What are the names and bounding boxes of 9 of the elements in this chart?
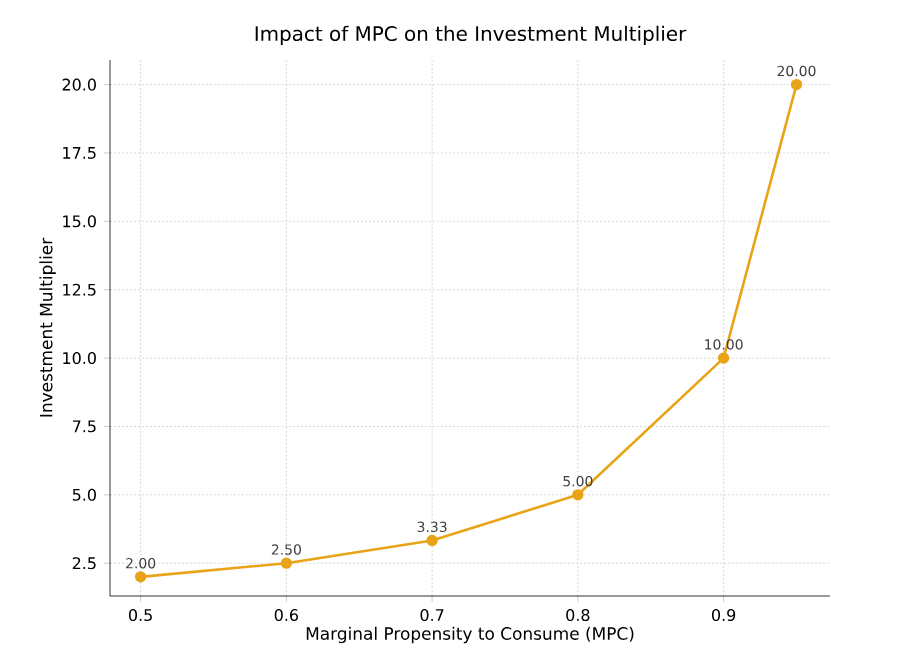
point: [572, 489, 584, 501]
y-axis-title: Investment Multiplier: [39, 237, 56, 417]
point: [280, 557, 293, 569]
x-axis-title: Marginal Propensity to Consume (MPC): [306, 626, 634, 644]
point: [717, 352, 730, 364]
point: [790, 78, 803, 91]
point: [134, 571, 147, 583]
chart-title: Impact of MPC on the Investment Multiplier: [255, 25, 687, 45]
point: [426, 534, 438, 547]
